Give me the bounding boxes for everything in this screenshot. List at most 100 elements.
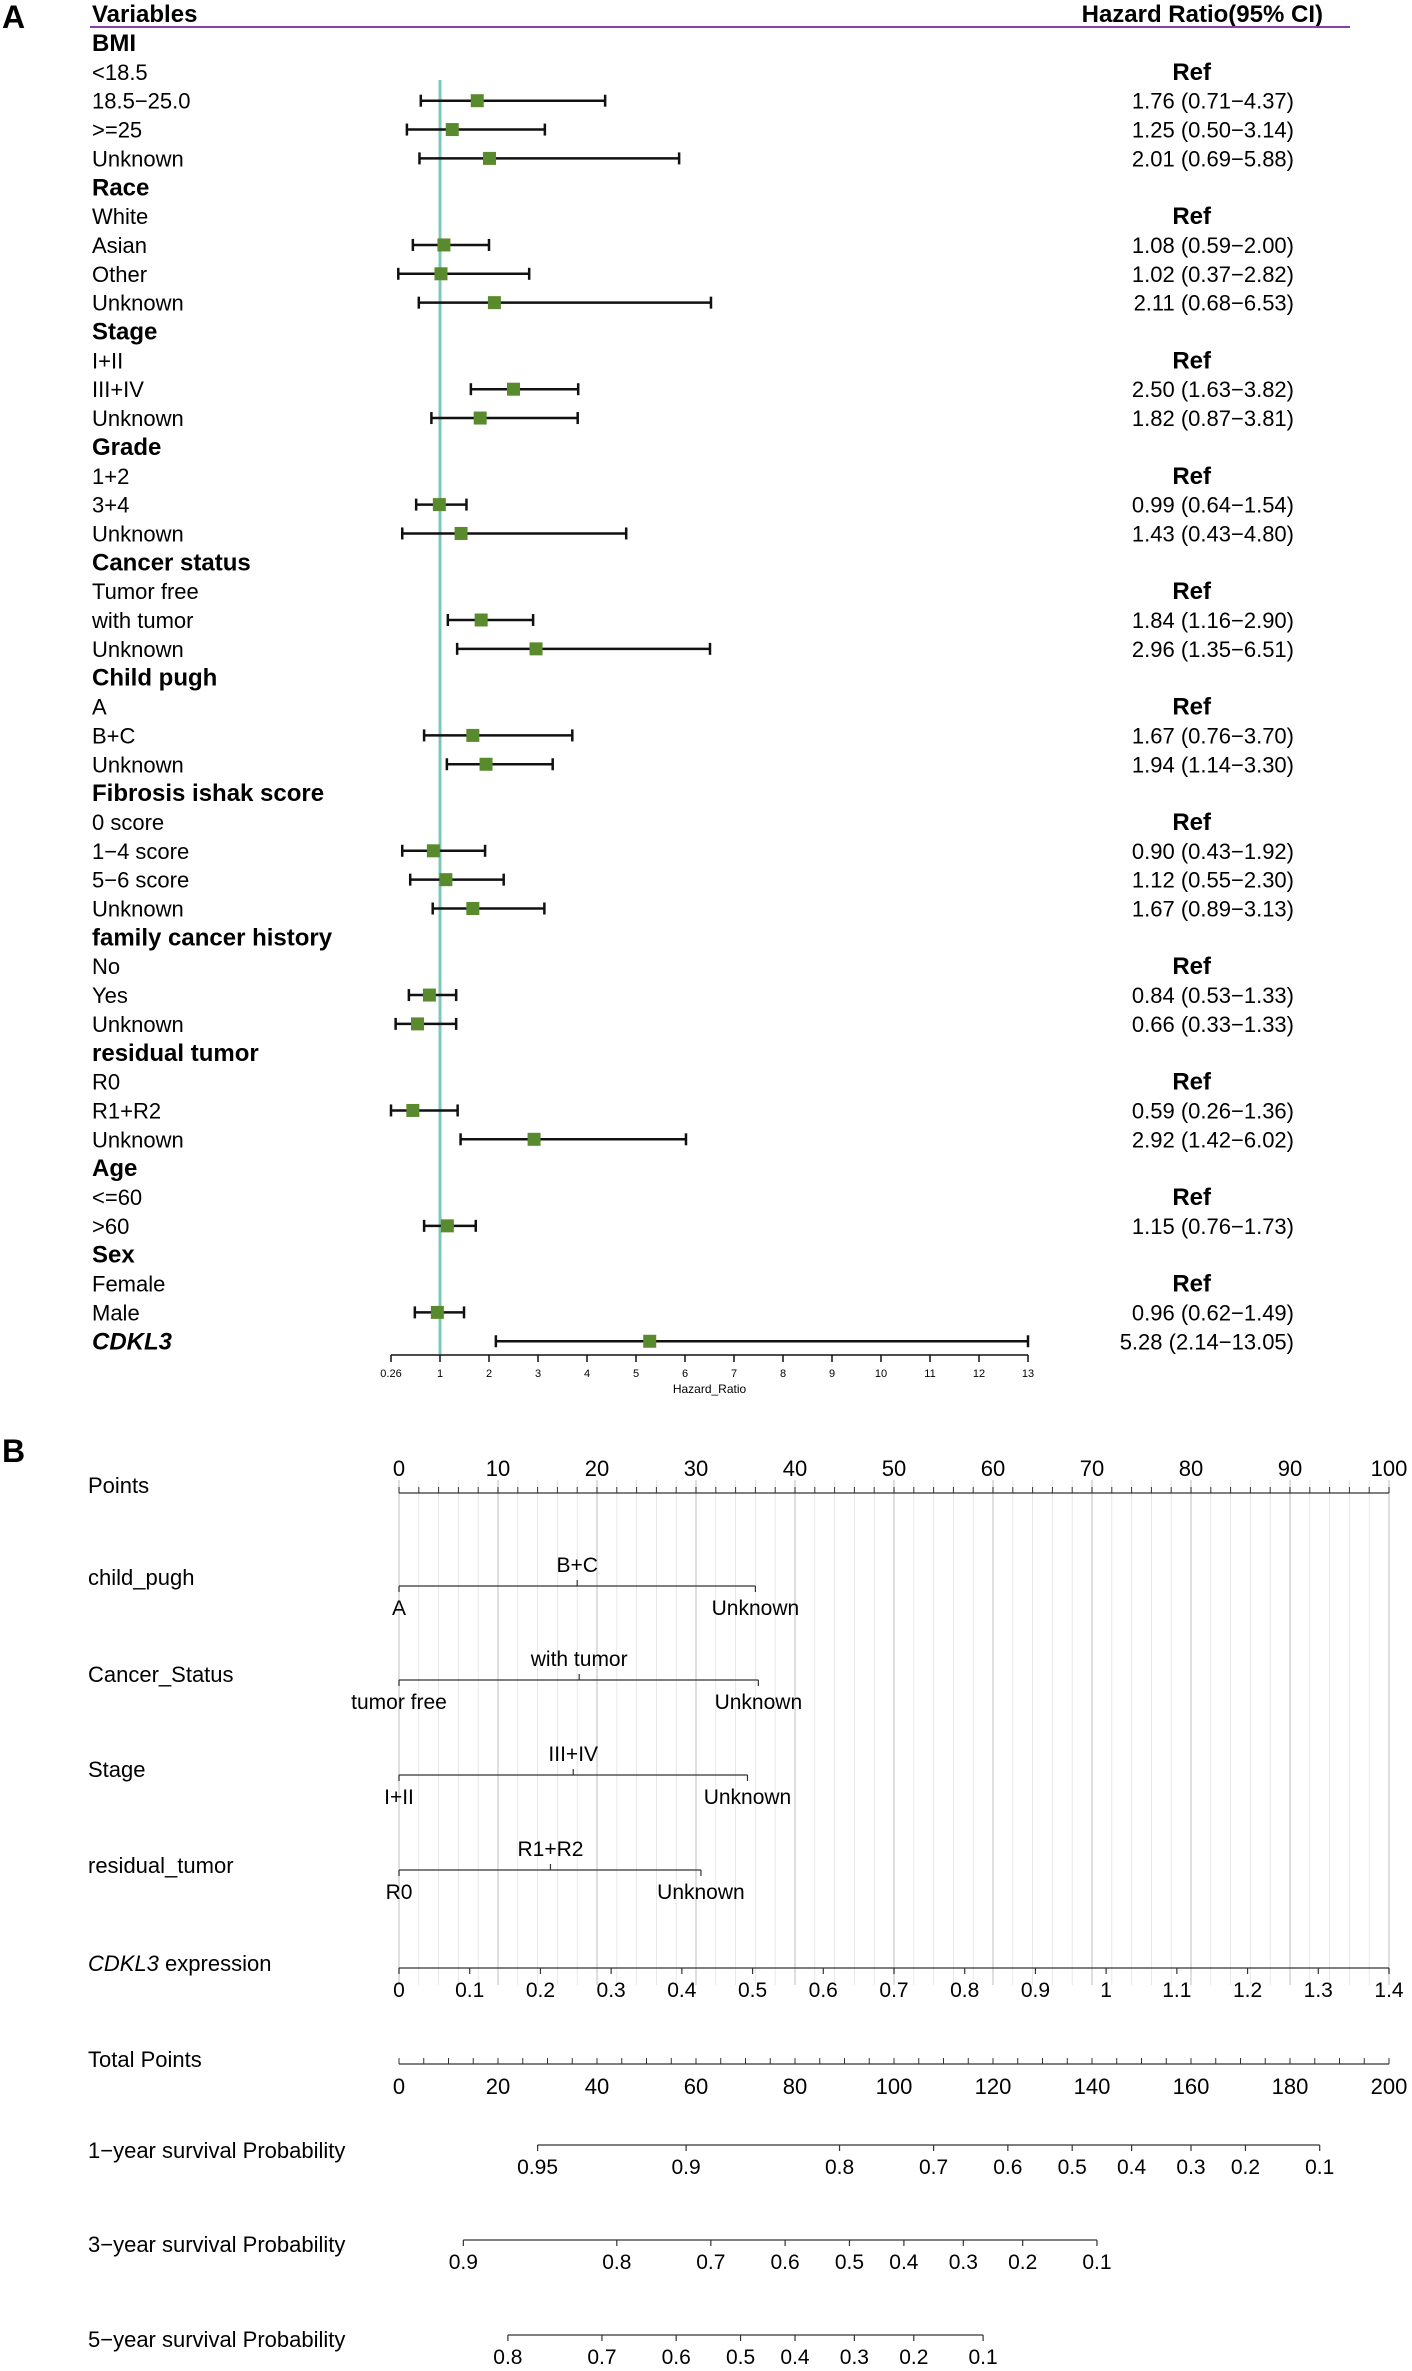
x-tick-label: 3 <box>535 1368 541 1380</box>
nomogram-gridlines <box>398 1480 1390 1985</box>
points-tick-label: 20 <box>585 1456 609 1481</box>
level-label: White <box>92 204 148 229</box>
hr-point <box>487 296 501 310</box>
x-tick-label: 13 <box>1022 1368 1034 1380</box>
expression-tick-label: 1.4 <box>1374 1979 1404 2002</box>
x-tick-label: 12 <box>973 1368 985 1380</box>
hr-point <box>643 1334 657 1348</box>
total-points-tick-label: 140 <box>1074 2074 1111 2099</box>
ref-label: Ref <box>1172 1184 1212 1211</box>
hr-point <box>454 526 468 540</box>
level-label: <18.5 <box>92 60 148 85</box>
level-label: 3+4 <box>92 493 129 518</box>
level-label: >=25 <box>92 118 142 143</box>
row-label: Points <box>88 1473 149 1498</box>
x-tick-label: 9 <box>829 1368 835 1380</box>
hr-ci-label: 1.84 (1.16−2.90) <box>1132 608 1294 633</box>
level-label: 18.5−25.0 <box>92 89 190 114</box>
hr-ci-label: 2.11 (0.68−6.53) <box>1134 291 1294 316</box>
ref-label: Ref <box>1172 59 1212 86</box>
hr-point <box>529 642 543 656</box>
probability-tick-label: 0.3 <box>1176 2156 1205 2179</box>
probability-tick-label: 0.7 <box>696 2251 725 2274</box>
expression-tick-label: 0.6 <box>809 1979 838 2002</box>
x-tick-label: 0.26 <box>380 1368 401 1380</box>
hr-ci-label: 0.59 (0.26−1.36) <box>1132 1098 1294 1123</box>
probability-tick-label: 0.4 <box>1117 2156 1147 2179</box>
row-label: Cancer_Status <box>88 1662 234 1687</box>
level-label: Tumor free <box>92 579 199 604</box>
total-points-tick-label: 100 <box>876 2074 913 2099</box>
hr-ci-label: 1.12 (0.55−2.30) <box>1132 868 1294 893</box>
hr-ci-label: 2.01 (0.69−5.88) <box>1132 146 1294 171</box>
level-label: 5−6 score <box>92 868 189 893</box>
probability-tick-label: 0.3 <box>840 2346 869 2369</box>
expression-tick-label: 1.3 <box>1304 1979 1333 2002</box>
ref-label: Ref <box>1172 1271 1212 1298</box>
group-header: Stage <box>92 319 157 346</box>
forest-plot-panel: A Variables Hazard Ratio(95% CI) BMI <18.… <box>2 0 1350 1396</box>
points-tick-label: 60 <box>981 1456 1005 1481</box>
hr-point <box>445 123 459 137</box>
hr-ci-label: 1.08 (0.59−2.00) <box>1132 233 1294 258</box>
level-label: Asian <box>92 233 147 258</box>
group-header: Grade <box>92 434 161 461</box>
expression-tick-label: 0.8 <box>950 1979 979 2002</box>
total-points-tick-label: 40 <box>585 2074 609 2099</box>
hr-ci-label: 1.02 (0.37−2.82) <box>1132 262 1294 287</box>
level-label: Male <box>92 1300 140 1325</box>
expression-tick-label: 0.9 <box>1021 1979 1050 2002</box>
points-tick-label: 100 <box>1371 1456 1408 1481</box>
x-axis-title: Hazard_Ratio <box>673 1382 747 1396</box>
group-header: Cancer status <box>92 549 251 576</box>
level-label: Unknown <box>715 1691 803 1714</box>
hazard-ratio-header: Hazard Ratio(95% CI) <box>1082 1 1323 28</box>
hr-point <box>432 498 446 512</box>
points-tick-label: 40 <box>783 1456 807 1481</box>
ref-label: Ref <box>1172 578 1212 605</box>
group-header: Age <box>92 1155 137 1182</box>
level-label: Unknown <box>92 291 184 316</box>
total-points-tick-label: 60 <box>684 2074 708 2099</box>
probability-tick-label: 0.9 <box>671 2156 700 2179</box>
level-label: with tumor <box>91 608 193 633</box>
total-points-tick-label: 160 <box>1173 2074 1210 2099</box>
level-label: A <box>392 1597 406 1620</box>
hr-point <box>527 1132 541 1146</box>
ref-label: Ref <box>1172 953 1212 980</box>
probability-tick-label: 0.3 <box>949 2251 978 2274</box>
level-label: 1+2 <box>92 464 129 489</box>
row-label: residual_tumor <box>88 1853 234 1878</box>
level-label: Unknown <box>92 637 184 662</box>
level-label: Unknown <box>704 1786 792 1809</box>
probability-tick-label: 0.6 <box>993 2156 1022 2179</box>
points-tick-label: 70 <box>1080 1456 1104 1481</box>
panel-a-label: A <box>2 0 25 35</box>
level-label: with tumor <box>530 1648 628 1671</box>
hr-ci-label: 2.50 (1.63−3.82) <box>1132 377 1294 402</box>
x-tick-label: 10 <box>875 1368 887 1380</box>
x-tick-label: 6 <box>682 1368 688 1380</box>
level-label: No <box>92 954 120 979</box>
probability-tick-label: 0.6 <box>662 2346 691 2369</box>
level-label: Other <box>92 262 147 287</box>
hr-ci-label: 1.94 (1.14−3.30) <box>1132 752 1294 777</box>
x-tick-label: 7 <box>731 1368 737 1380</box>
expression-tick-label: 1.2 <box>1233 1979 1262 2002</box>
probability-tick-label: 0.2 <box>1231 2156 1260 2179</box>
expression-tick-label: 0 <box>393 1979 405 2002</box>
level-label: Unknown <box>92 521 184 546</box>
hr-ci-label: 0.66 (0.33−1.33) <box>1132 1012 1294 1037</box>
level-label: R1+R2 <box>92 1098 161 1123</box>
hr-ci-label: 5.28 (2.14−13.05) <box>1120 1329 1294 1354</box>
expression-tick-label: 0.2 <box>526 1979 555 2002</box>
hr-point <box>473 411 487 425</box>
forest-rows: BMI <18.5 Ref 18.5−25.0 1.76 (0.71−4.37) >=25… <box>91 30 1294 1355</box>
row-label: child_pugh <box>88 1565 194 1590</box>
level-label: A <box>92 695 107 720</box>
hr-point <box>410 1017 424 1031</box>
hr-ci-label: 1.43 (0.43−4.80) <box>1132 521 1294 546</box>
